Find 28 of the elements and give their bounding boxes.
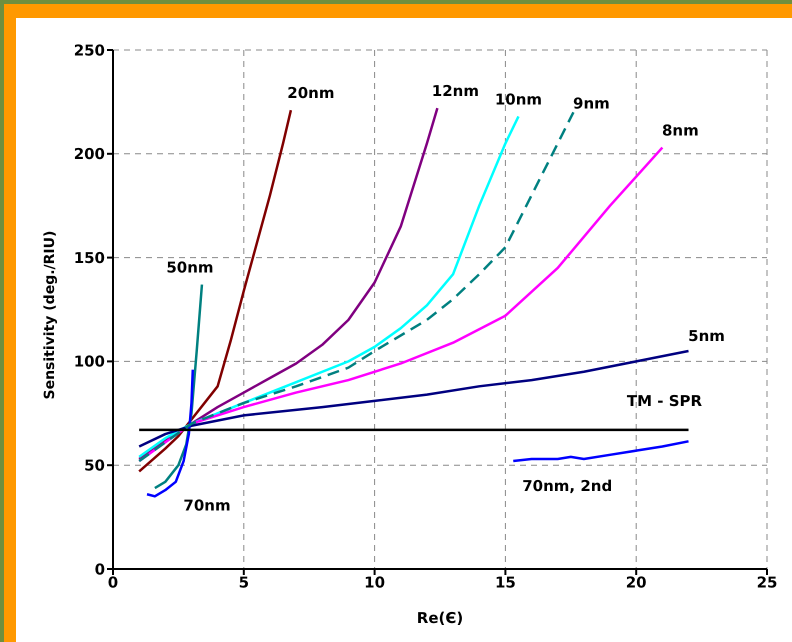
x-tick-label: 15 — [494, 574, 516, 592]
line-series — [146, 368, 194, 498]
x-tick-label: 5 — [238, 574, 250, 592]
y-axis-title: Sensitivity (deg./RIU) — [42, 230, 58, 400]
x-tick-label: 10 — [364, 574, 386, 592]
series-label: 8nm — [662, 122, 699, 140]
y-tick-label: 50 — [84, 456, 105, 475]
line-series — [138, 108, 292, 473]
y-tick-label: 250 — [74, 41, 105, 60]
line-series — [138, 106, 439, 460]
x-tick-label: 20 — [626, 574, 647, 592]
y-tick-label: 0 — [94, 560, 105, 578]
series-label: TM - SPR — [626, 392, 703, 410]
y-tick-label: 150 — [74, 248, 105, 267]
y-tick-label: 100 — [74, 352, 105, 371]
series-label: 10nm — [494, 90, 542, 108]
series-label: 50nm — [166, 258, 214, 277]
series-label: 70nm — [183, 496, 231, 514]
series-label: 9nm — [573, 94, 610, 112]
series-label: 20nm — [287, 84, 334, 102]
x-tick-label: 0 — [108, 574, 118, 592]
x-axis-title: Re(Є) — [416, 609, 464, 627]
y-tick-label: 200 — [74, 145, 105, 164]
series-label: 5nm — [688, 327, 725, 346]
x-tick-label: 25 — [756, 574, 778, 592]
series-label: 12nm — [432, 82, 479, 100]
line-series — [512, 440, 690, 462]
series-label: 70nm, 2nd — [522, 477, 612, 496]
